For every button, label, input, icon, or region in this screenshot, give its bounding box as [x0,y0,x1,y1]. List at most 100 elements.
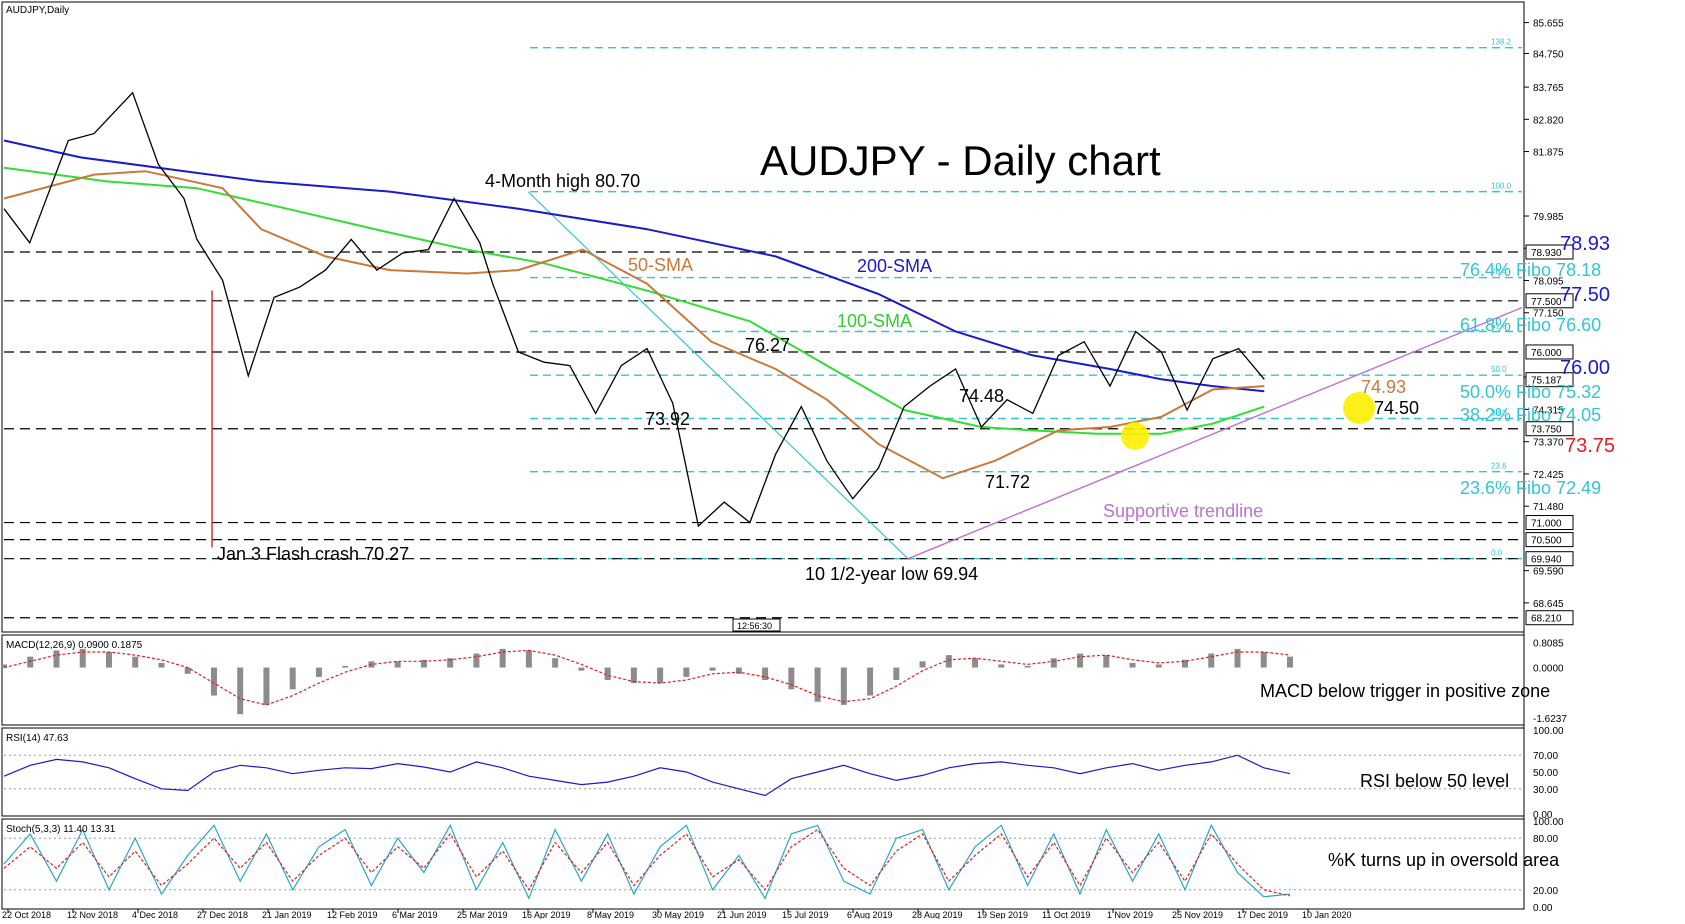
series-200-sma [3,139,1265,393]
time-tick-7: 25 Mar 2019 [457,910,508,919]
annotation-flash-crash: Jan 3 Flash crash 70.27 [217,544,409,564]
time-tick-16: 11 Oct 2019 [1042,910,1090,919]
price-box-label-0: 78.930 [1531,248,1562,259]
time-tick-0: 22 Oct 2018 [2,910,51,919]
price-tick-11: 73.370 [1533,438,1564,449]
stoch-label: Stoch(5,3,3) 11.40 13.31 [6,824,116,835]
price-tick-0: 85.655 [1533,19,1564,30]
label-100-sma: 100-SMA [837,311,912,331]
chart-title: AUDJPY - Daily chart [760,137,1161,184]
annotation-71-72: 71.72 [985,472,1030,492]
price-tick-1: 84.750 [1533,49,1564,60]
macd-tick-1: 0.0000 [1533,664,1564,675]
price-tick-2: 83.765 [1533,83,1564,94]
time-tick-19: 17 Dec 2019 [1237,910,1288,919]
price-tick-13: 71.480 [1533,502,1564,513]
fib-pct-1: 100.0 [1491,182,1512,191]
series-50-sma [3,170,1265,480]
time-tick-3: 27 Dec 2018 [197,910,248,919]
price-box-7 [1525,551,1574,567]
macd-panel: 0.8085 0.0000 -1.6237 [1,638,1567,725]
price-tick-14: 69.590 [1533,567,1564,578]
price-box-1 [1525,293,1574,309]
label-trendline: Supportive trendline [1103,501,1263,521]
horizontal-levels [4,251,1522,619]
stoch-panel: 100.00 80.00 20.00 0.00 [3,817,1564,914]
symbol-label: AUDJPY,Daily [6,5,69,16]
rsi-tick-4: 0.00 [1533,810,1553,821]
level-label-fibo-75-32: 50.0% Fibo 75.32 [1460,382,1601,402]
label-74-93: 74.93 [1361,377,1406,397]
stoch-note: %K turns up in oversold area [1328,850,1560,870]
level-label-78-93: 78.93 [1560,233,1610,255]
stoch-tick-1: 80.00 [1533,834,1558,845]
fib-pct-7: 0.0 [1491,549,1503,558]
level-label-73-75: 73.75 [1565,435,1615,457]
price-tick-12: 72.425 [1533,470,1564,481]
price-series [3,91,1265,528]
price-box-label-8: 68.210 [1531,614,1562,625]
time-tick-1: 12 Nov 2018 [67,910,118,919]
time-tick-6: 6 Mar 2019 [392,910,438,919]
annotation-4-month-high: 4-Month high 80.70 [485,171,640,191]
time-tick-15: 19 Sep 2019 [977,910,1028,919]
macd-note: MACD below trigger in positive zone [1260,681,1550,701]
price-box-label-1: 77.500 [1531,297,1562,308]
fib-pct-2: 76.4 [1491,268,1507,277]
trendlines [211,191,1523,560]
fib-pct-4: 50.0 [1491,365,1507,374]
label-50-sma: 50-SMA [628,255,693,275]
price-box-label-5: 71.000 [1531,519,1562,530]
highlight-circle-1 [1121,422,1149,450]
cursor-time-label: 12:56:30 [737,621,772,631]
price-box-label-2: 76.000 [1531,348,1562,359]
time-tick-5: 12 Feb 2019 [327,910,378,919]
price-box-label-6: 70.500 [1531,536,1562,547]
macd-signal-line [3,649,1291,706]
label-74-50: 74.50 [1374,398,1419,418]
price-box-label-7: 69.940 [1531,555,1562,566]
level-label-fibo-72-49: 23.6% Fibo 72.49 [1460,478,1601,498]
stoch-tick-2: 20.00 [1533,886,1558,897]
level-label-77-50: 77.50 [1560,284,1610,306]
price-tick-7: 78.095 [1533,276,1564,287]
rsi-panel: 100.00 70.00 50.00 30.00 0.00 [3,726,1564,821]
fib-pct-0: 138.2 [1491,38,1512,47]
price-box-5 [1525,515,1574,531]
rsi-tick-2: 50.00 [1533,768,1558,779]
macd-tick-0: 0.8085 [1533,638,1564,649]
rsi-note: RSI below 50 level [1360,771,1509,791]
rsi-tick-0: 100.00 [1533,726,1564,737]
fib-pct-5: 38.2 [1491,408,1507,417]
annotation-76-27: 76.27 [745,335,790,355]
macd-label: MACD(12,26,9) 0.0900 0.1875 [6,640,143,651]
series-100-sma [3,166,1265,435]
time-tick-17: 1 Nov 2019 [1107,910,1153,919]
annotation-73-92: 73.92 [645,409,690,429]
time-tick-20: 10 Jan 2020 [1302,910,1352,919]
annotation-74-48: 74.48 [959,386,1004,406]
fib-pct-3: 61.8 [1491,321,1507,330]
time-tick-2: 4 Dec 2018 [132,910,178,919]
main-panel-frame [1,1,1525,633]
time-tick-11: 21 Jun 2019 [717,910,767,919]
price-tick-10: 74.315 [1533,405,1564,416]
price-box-8 [1525,610,1574,626]
fibonacci-levels: 138.2 100.0 76.4 61.8 50.0 38.2 23.6 0.0 [530,38,1522,560]
price-box-2 [1525,344,1574,360]
time-tick-8: 16 Apr 2019 [522,910,571,919]
price-tick-8: 77.150 [1533,309,1564,320]
price-box-0 [1525,244,1574,260]
level-label-fibo-74-05: 38.2% Fibo 74.05 [1460,405,1601,425]
price-tick-5: 79.985 [1533,212,1564,223]
highlight-circle-2 [1343,392,1375,424]
level-label-fibo-76-60: 61.8% Fibo 76.60 [1460,315,1601,335]
rsi-panel-frame [1,727,1525,817]
fib-diagonal [527,191,909,560]
rsi-tick-3: 30.00 [1533,785,1558,796]
price-axis: 85.65584.75083.76582.82081.87579.98579.0… [1524,19,1574,626]
stoch-tick-3: 0.00 [1533,903,1553,914]
price-box-6 [1525,532,1574,548]
